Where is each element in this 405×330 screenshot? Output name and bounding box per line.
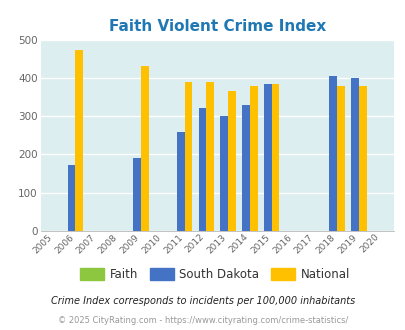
Text: Crime Index corresponds to incidents per 100,000 inhabitants: Crime Index corresponds to incidents per… [51, 296, 354, 306]
Bar [206, 82, 213, 231]
Bar [271, 84, 279, 231]
Bar [228, 90, 235, 231]
Bar [220, 116, 228, 231]
Bar [198, 108, 206, 231]
Legend: Faith, South Dakota, National: Faith, South Dakota, National [75, 263, 354, 286]
Bar [141, 66, 148, 231]
Bar [358, 85, 366, 231]
Bar [329, 76, 336, 231]
Bar [242, 106, 249, 231]
Bar [350, 78, 358, 231]
Bar [249, 86, 257, 231]
Title: Faith Violent Crime Index: Faith Violent Crime Index [108, 19, 325, 34]
Text: © 2025 CityRating.com - https://www.cityrating.com/crime-statistics/: © 2025 CityRating.com - https://www.city… [58, 316, 347, 325]
Bar [75, 50, 83, 231]
Bar [184, 82, 192, 231]
Bar [263, 83, 271, 231]
Bar [336, 85, 344, 231]
Bar [133, 158, 141, 231]
Bar [68, 165, 75, 231]
Bar [177, 132, 184, 231]
